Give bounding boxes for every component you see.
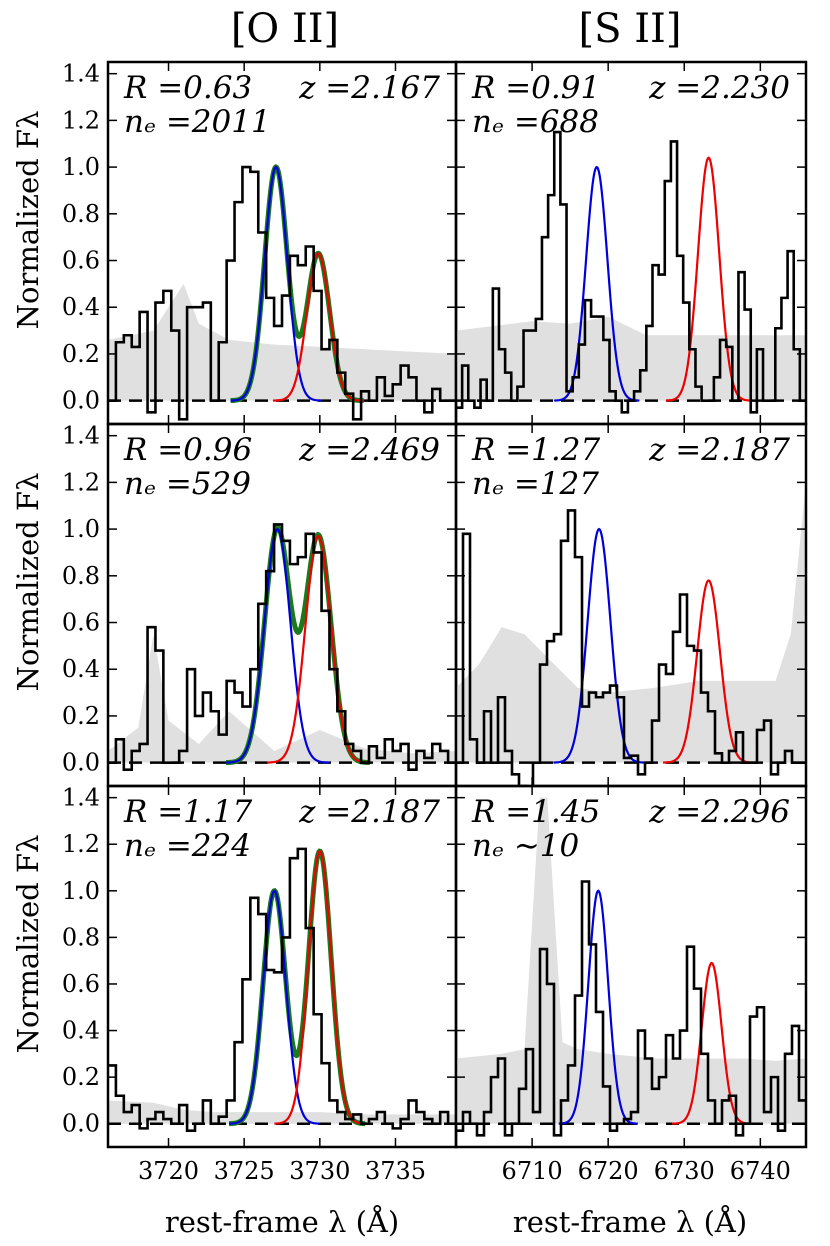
column-title-sii: [S II]	[579, 6, 682, 52]
red-component-line	[662, 579, 755, 764]
ytick-label: 0.0	[62, 749, 100, 777]
ylabel-row-1: Normalized Fλ	[11, 473, 45, 692]
ytick-label: 1.2	[62, 468, 100, 496]
ytick-label: 0.4	[62, 1017, 100, 1045]
density-label: nₑ ∼10	[472, 828, 579, 864]
panel-oii-row-0: 0.0 0.2 0.4 0.6 0.8 1.0 1.2 1.4 R =0.63 z =2.167 n…	[62, 60, 458, 426]
ratio-label: R =1.17	[123, 794, 252, 830]
ylabel-row-0: Normalized Fλ	[11, 111, 45, 330]
panel-sii-row-1: R =1.27 z =2.187 nₑ =127	[454, 422, 808, 788]
xtick-label: 6710	[502, 1157, 563, 1185]
ratio-label: R =0.96	[123, 432, 252, 468]
red-component-line	[272, 252, 364, 402]
blue-component-line	[553, 527, 645, 764]
spectrum-step-line	[108, 165, 456, 421]
panel-sii-row-2: 6710 6720 6730 6740 R =1.45 z =2.296 nₑ ∼10	[454, 784, 808, 1185]
red-component-line	[665, 156, 752, 402]
redshift-label: z =2.167	[298, 70, 440, 106]
ytick-label: 0.0	[62, 387, 100, 415]
spectrum-step-line	[108, 523, 456, 771]
panel-plot-area	[456, 482, 806, 786]
ytick-label: 1.2	[62, 830, 100, 858]
blue-component-line	[554, 165, 640, 402]
ylabel-text: Normalized Fλ	[11, 835, 45, 1054]
blue-component-line	[229, 889, 320, 1125]
panel-oii-row-2: 0.0 0.2 0.4 0.6 0.8 1.0 1.2 1.4 3720 3725 3730 3735…	[62, 784, 458, 1185]
panel-plot-area	[456, 797, 806, 1137]
ytick-label: 0.8	[62, 200, 100, 228]
redshift-label: z =2.187	[298, 794, 440, 830]
red-component-line	[274, 849, 366, 1125]
ratio-label: R =0.91	[471, 70, 600, 106]
ytick-label: 1.4	[62, 422, 100, 450]
panel-sii-row-0: R =0.91 z =2.230 nₑ =688	[454, 60, 808, 426]
ytick-label: 0.2	[62, 340, 100, 368]
ratio-label: R =1.45	[471, 794, 600, 830]
noise-band	[108, 283, 456, 401]
panel-frame	[454, 784, 808, 1149]
ytick-label: 1.0	[62, 877, 100, 905]
density-label: nₑ =688	[472, 104, 599, 140]
ratio-label: R =0.63	[123, 70, 252, 106]
ytick-label: 0.6	[62, 970, 100, 998]
noise-band	[108, 634, 456, 763]
ytick-label: 1.0	[62, 515, 100, 543]
panel-plot-area	[108, 523, 456, 771]
ytick-label: 1.4	[62, 60, 100, 88]
noise-band	[456, 482, 806, 763]
density-label: nₑ =224	[124, 828, 251, 864]
red-component-line	[266, 534, 370, 764]
redshift-label: z =2.187	[648, 432, 790, 468]
blue-component-line	[225, 527, 329, 764]
ytick-label: 0.6	[62, 247, 100, 275]
ytick-label: 1.4	[62, 784, 100, 812]
blue-component-line	[230, 165, 322, 402]
xtick-label: 3725	[214, 1157, 275, 1185]
density-label: nₑ =529	[124, 466, 251, 502]
ytick-label: 0.0	[62, 1110, 100, 1138]
ytick-label: 1.0	[62, 153, 100, 181]
ytick-label: 0.8	[62, 923, 100, 951]
xtick-label: 3730	[289, 1157, 350, 1185]
xlabel-oii: rest-frame λ (Å)	[165, 1204, 399, 1239]
xtick-label: 6730	[654, 1157, 715, 1185]
spectrum-step-line	[456, 509, 806, 786]
ylabel-row-2: Normalized Fλ	[11, 835, 45, 1054]
ytick-label: 0.4	[62, 293, 100, 321]
ytick-label: 0.2	[62, 1063, 100, 1091]
ytick-label: 0.2	[62, 702, 100, 730]
red-component-line	[672, 961, 752, 1125]
spectrum-step-line	[456, 880, 806, 1137]
redshift-label: z =2.296	[648, 794, 790, 830]
blue-component-line	[558, 889, 638, 1125]
spectrum-step-line	[108, 847, 456, 1132]
noise-band	[456, 797, 806, 1124]
panel-plot-area	[456, 130, 806, 414]
redshift-label: z =2.469	[298, 432, 440, 468]
xtick-label: 6740	[730, 1157, 791, 1185]
xlabel-sii: rest-frame λ (Å)	[513, 1204, 747, 1239]
density-label: nₑ =127	[472, 466, 599, 502]
xtick-label: 3720	[138, 1157, 199, 1185]
xtick-label: 6720	[578, 1157, 639, 1185]
panel-plot-area	[108, 847, 456, 1132]
panels-group: 0.0 0.2 0.4 0.6 0.8 1.0 1.2 1.4 R =0.63 z =2.167 n…	[62, 60, 808, 1185]
ytick-label: 0.6	[62, 609, 100, 637]
panel-plot-area	[108, 164, 456, 421]
column-title-oii: [O II]	[231, 6, 339, 52]
ylabel-text: Normalized Fλ	[11, 111, 45, 330]
xtick-label: 3735	[365, 1157, 426, 1185]
panel-oii-row-1: 0.0 0.2 0.4 0.6 0.8 1.0 1.2 1.4 R =0.96 z =2.469 n…	[62, 422, 458, 788]
ytick-label: 0.8	[62, 562, 100, 590]
density-label: nₑ =2011	[124, 104, 271, 140]
spectrum-step-line	[456, 130, 806, 414]
ylabel-text: Normalized Fλ	[11, 473, 45, 692]
ratio-label: R =1.27	[471, 432, 600, 468]
ytick-label: 0.4	[62, 655, 100, 683]
ytick-label: 1.2	[62, 106, 100, 134]
redshift-label: z =2.230	[648, 70, 790, 106]
noise-band	[456, 316, 806, 401]
